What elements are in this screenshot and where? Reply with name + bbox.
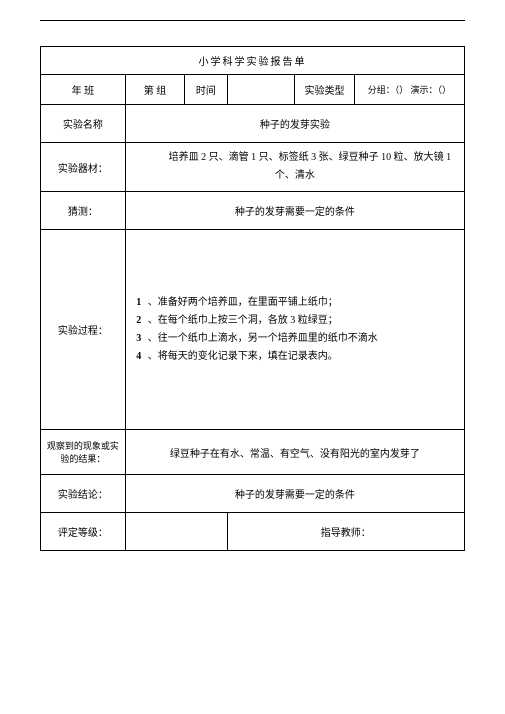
teacher-label: 指导教师： [227, 513, 464, 551]
process-step: 4、将每天的变化记录下来，填在记录表内。 [130, 348, 460, 366]
step-text: 、在每个纸巾上按三个洞，各放 3 粒绿豆； [148, 312, 338, 330]
title-row: 小学科学实验报告单 [41, 47, 465, 75]
info-row: 年 班 第 组 时间 实验类型 分组：（） 演示：（） [41, 75, 465, 105]
name-row: 实验名称 种子的发芽实验 [41, 105, 465, 143]
observation-value: 绿豆种子在有水、常温、有空气、没有阳光的室内发芽了 [125, 430, 464, 475]
type-value: 分组：（） 演示：（） [354, 75, 464, 105]
observation-row: 观察到的现象或实验的结果： 绿豆种子在有水、常温、有空气、没有阳光的室内发芽了 [41, 430, 465, 475]
process-step: 2、在每个纸巾上按三个洞，各放 3 粒绿豆； [130, 312, 460, 330]
step-text: 、往一个纸巾上滴水，另一个培养皿里的纸巾不滴水 [148, 330, 378, 348]
step-number: 4 [130, 348, 148, 366]
conclusion-value: 种子的发芽需要一定的条件 [125, 475, 464, 513]
conclusion-label: 实验结论： [41, 475, 126, 513]
step-text: 、准备好两个培养皿，在里面平铺上纸巾； [148, 294, 338, 312]
observation-label: 观察到的现象或实验的结果： [41, 430, 126, 475]
type-label: 实验类型 [295, 75, 354, 105]
year-class-label: 年 班 [41, 75, 126, 105]
step-number: 3 [130, 330, 148, 348]
guess-label: 猜测： [41, 192, 126, 230]
exp-name-value: 种子的发芽实验 [125, 105, 464, 143]
materials-row: 实验器材： 培养皿 2 只、滴管 1 只、标签纸 3 张、绿豆种子 10 粒、放… [41, 143, 465, 192]
process-label: 实验过程： [41, 230, 126, 430]
step-text: 、将每天的变化记录下来，填在记录表内。 [148, 348, 338, 366]
report-title: 小学科学实验报告单 [41, 47, 465, 75]
materials-label: 实验器材： [41, 143, 126, 192]
guess-value: 种子的发芽需要一定的条件 [125, 192, 464, 230]
process-content: 1、准备好两个培养皿，在里面平铺上纸巾；2、在每个纸巾上按三个洞，各放 3 粒绿… [125, 230, 464, 430]
exp-name-label: 实验名称 [41, 105, 126, 143]
grade-value [125, 513, 227, 551]
process-step: 1、准备好两个培养皿，在里面平铺上纸巾； [130, 294, 460, 312]
top-divider [40, 20, 465, 21]
step-number: 1 [130, 294, 148, 312]
conclusion-row: 实验结论： 种子的发芽需要一定的条件 [41, 475, 465, 513]
grade-row: 评定等级： 指导教师： [41, 513, 465, 551]
step-number: 2 [130, 312, 148, 330]
grade-label: 评定等级： [41, 513, 126, 551]
materials-value: 培养皿 2 只、滴管 1 只、标签纸 3 张、绿豆种子 10 粒、放大镜 1 个… [125, 143, 464, 192]
time-label: 时间 [185, 75, 227, 105]
process-row: 实验过程： 1、准备好两个培养皿，在里面平铺上纸巾；2、在每个纸巾上按三个洞，各… [41, 230, 465, 430]
report-table: 小学科学实验报告单 年 班 第 组 时间 实验类型 分组：（） 演示：（） 实验… [40, 46, 465, 551]
group-label: 第 组 [125, 75, 184, 105]
process-step: 3、往一个纸巾上滴水，另一个培养皿里的纸巾不滴水 [130, 330, 460, 348]
time-value [227, 75, 295, 105]
guess-row: 猜测： 种子的发芽需要一定的条件 [41, 192, 465, 230]
